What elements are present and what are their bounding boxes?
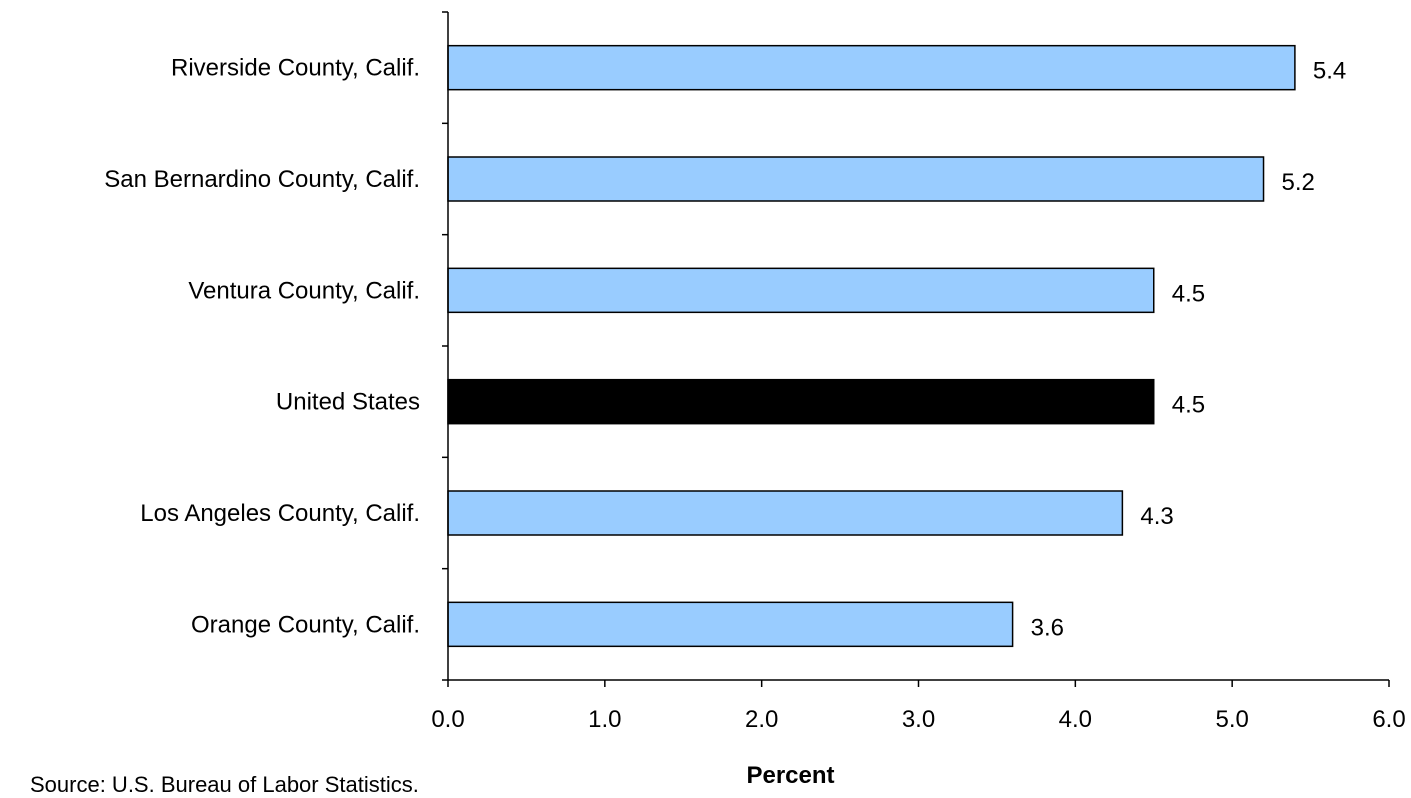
x-axis-title: Percent (746, 762, 834, 786)
x-ticks-group: 0.0 1.0 2.0 3.0 4.0 5.0 6.0 (431, 680, 1406, 733)
category-label: United States (276, 389, 420, 416)
data-label: 4.5 (1172, 280, 1205, 307)
axes-group (447, 12, 1389, 681)
bar (447, 601, 1014, 648)
data-label: 4.5 (1172, 392, 1205, 419)
data-label: 5.4 (1313, 58, 1346, 85)
category-label: Los Angeles County, Calif. (140, 500, 420, 527)
category-label: San Bernardino County, Calif. (104, 166, 420, 193)
bar (447, 44, 1296, 91)
category-label: Orange County, Calif. (191, 611, 420, 638)
x-tick-label: 5.0 (1215, 706, 1248, 733)
labels-group: Riverside County, Calif. 5.4 San Bernardin… (104, 55, 1346, 642)
data-label: 4.3 (1140, 503, 1173, 530)
data-label: 5.2 (1282, 169, 1315, 196)
x-tick-label: 6.0 (1372, 706, 1405, 733)
category-label: Ventura County, Calif. (188, 277, 420, 304)
bar (447, 378, 1155, 425)
x-tick-label: 2.0 (745, 706, 778, 733)
x-tick-label: 3.0 (902, 706, 935, 733)
bars-group (447, 44, 1296, 648)
x-tick-label: 1.0 (588, 706, 621, 733)
category-label: Riverside County, Calif. (171, 55, 420, 82)
bar (447, 267, 1155, 314)
y-ticks-group (442, 11, 448, 681)
bar (447, 490, 1124, 536)
data-label: 3.6 (1031, 614, 1064, 641)
x-tick-label: 4.0 (1059, 706, 1092, 733)
source-note: Source: U.S. Bureau of Labor Statistics. (30, 772, 419, 797)
x-tick-label: 0.0 (431, 706, 464, 733)
bar (447, 156, 1265, 202)
